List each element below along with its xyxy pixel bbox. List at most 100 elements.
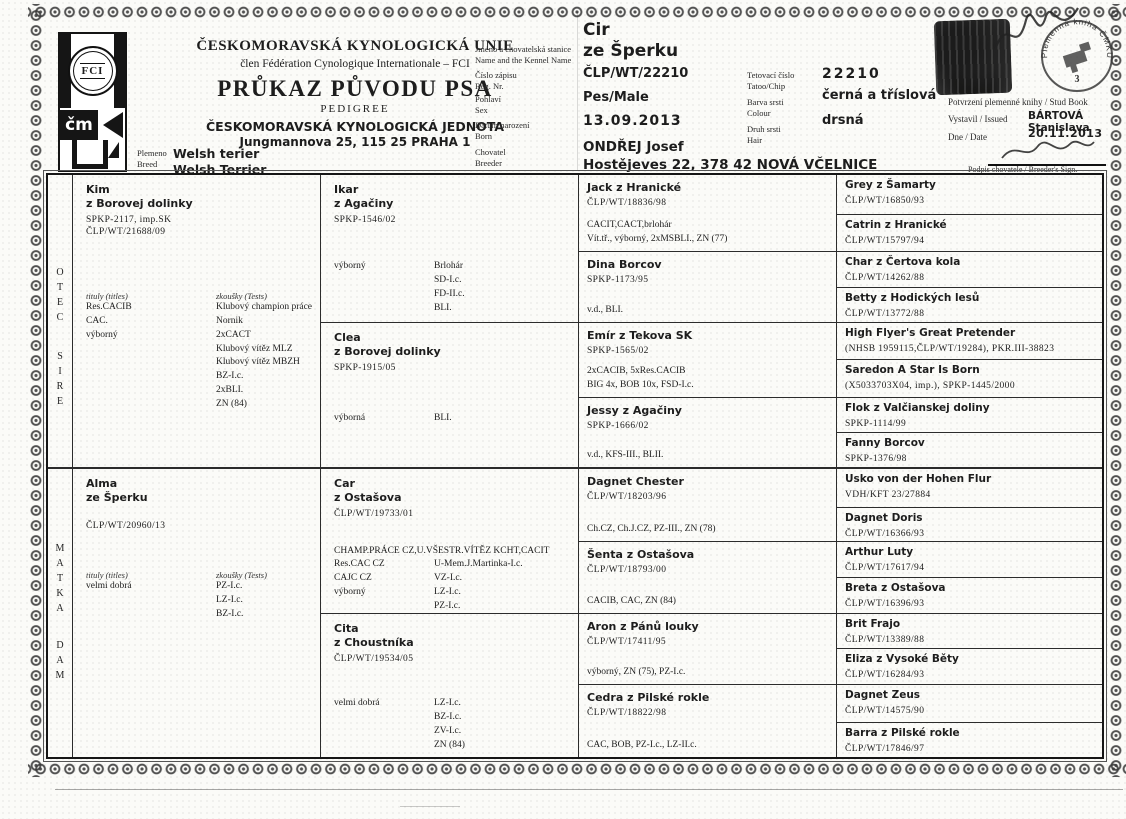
cm-triangle-icon bbox=[103, 112, 123, 138]
pedigree-cell-gg6: Šenta z Ostašova ČLP/WT/18793/00 CACIB, … bbox=[578, 541, 836, 613]
pedigree-cell-ggg15: Dagnet Zeus ČLP/WT/14575/90 bbox=[836, 684, 1102, 722]
pedigree-cell-ggg3: Char z Čertova kola ČLP/WT/14262/88 bbox=[836, 251, 1102, 287]
dog-tests: v.d., KFS-III., BLII. bbox=[587, 450, 664, 461]
dog-reg: ČLP/WT/16366/93 bbox=[845, 528, 925, 539]
titles-tests-row: tituly (titles) Res.CACIB CAC. výborný z… bbox=[86, 291, 316, 411]
dog-tests: CACIT,CACT,brlohár Vít.tř., výborný, 2xM… bbox=[587, 220, 728, 245]
issue-date-label: Dne / Date bbox=[948, 132, 987, 142]
dog-name: Emír z Tekova SK bbox=[587, 329, 693, 342]
dog-tests: Klubový champion práce Nornik 2xCACT Klu… bbox=[216, 302, 313, 409]
dog-extra-titles: CHAMP.PRÁCE CZ,U.VŠESTR.VÍTĚZ KCHT,CACIT bbox=[334, 546, 550, 557]
dog-name: Barra z Pilské rokle bbox=[845, 727, 960, 739]
titles-label: tituly (titles) bbox=[86, 291, 128, 302]
scan-artifact-line bbox=[55, 789, 1123, 790]
reg-number-label: Číslo zápisu Reg. Nr. bbox=[475, 70, 517, 92]
union-name: ČESKOMORAVSKÁ KYNOLOGICKÁ UNIE bbox=[196, 38, 514, 54]
pedigree-cell-gg7: Aron z Pánů louky ČLP/WT/17411/95 výborn… bbox=[578, 613, 836, 684]
association-name: ČESKOMORAVSKÁ KYNOLOGICKÁ JEDNOTA bbox=[205, 119, 505, 134]
pedigree-cell-gg3: Emír z Tekova SK SPKP-1565/02 2xCACIB, 5… bbox=[578, 322, 836, 397]
scan-crease-line bbox=[577, 12, 578, 170]
pedigree-cell-ggg5: High Flyer's Great Pretender (NHSB 19591… bbox=[836, 322, 1102, 359]
decorative-border-top bbox=[28, 4, 1126, 20]
dog-name: Saredon A Star Is Born bbox=[845, 364, 980, 376]
pedigree-cell-ggg8: Fanny Borcov SPKP-1376/98 bbox=[836, 432, 1102, 467]
pedigree-cell-ggg9: Usko von der Hohen Flur VDH/KFT 23/27884 bbox=[836, 467, 1102, 507]
dog-titles: výborný bbox=[334, 261, 366, 272]
breeder-value: ONDŘEJ Josef Hostějeves 22, 378 42 NOVÁ … bbox=[583, 139, 878, 173]
colour-label: Barva srsti Colour bbox=[747, 97, 784, 119]
tests-column: zkoušky (Tests) PZ-I.c. LZ-I.c. BZ-I.c. bbox=[216, 570, 267, 621]
dog-name: Flok z Valčianskej doliny bbox=[845, 402, 990, 414]
dog-name: Alma ze Šperku bbox=[86, 477, 148, 505]
pedigree-cell-ggg2: Catrin z Hranické ČLP/WT/15797/94 bbox=[836, 214, 1102, 251]
breeder-sign-label: Podpis chovatele / Breeder's Sign. bbox=[968, 165, 1078, 174]
dog-reg: ČLP/WT/19534/05 bbox=[334, 653, 414, 664]
pedigree-table: OTEC SIRE MATKA DAM Kim z Borovej dolink… bbox=[43, 170, 1107, 762]
dog-reg: (NHSB 1959115,ČLP/WT/19284), PKR.III-388… bbox=[845, 343, 1055, 354]
dam-strip: MATKA DAM bbox=[48, 467, 72, 757]
titles-tests-row: výborný Brlohár SD-I.c. FD-II.c. BLI. bbox=[334, 260, 574, 315]
dog-reg: ČLP/WT/19733/01 bbox=[334, 508, 414, 519]
dog-reg: SPKP-1114/99 bbox=[845, 418, 907, 429]
dog-reg: ČLP/WT/18836/98 bbox=[587, 198, 667, 209]
dog-reg: ČLP/WT/18203/96 bbox=[587, 492, 667, 503]
document-subtitle: PEDIGREE bbox=[320, 103, 390, 115]
dog-name: Fanny Borcov bbox=[845, 437, 925, 449]
dam-label-cz: MATKA bbox=[54, 543, 66, 618]
dog-tests: BLI. bbox=[434, 413, 452, 424]
sex-label: Pohlaví Sex bbox=[475, 94, 501, 116]
dog-reg: VDH/KFT 23/27884 bbox=[845, 489, 931, 500]
dog-reg: (X5033703X04, imp.), SPKP-1445/2000 bbox=[845, 380, 1015, 391]
pedigree-cell-ggg16: Barra z Pilské rokle ČLP/WT/17846/97 bbox=[836, 722, 1102, 757]
pedigree-cell-ggg7: Flok z Valčianskej doliny SPKP-1114/99 bbox=[836, 397, 1102, 432]
logo-bar-right bbox=[114, 34, 125, 108]
dog-reg: SPKP-1565/02 bbox=[587, 346, 649, 357]
dog-reg: ČLP/WT/16284/93 bbox=[845, 669, 925, 680]
dog-name: Breta z Ostašova bbox=[845, 582, 946, 594]
dog-reg: SPKP-1546/02 bbox=[334, 214, 396, 225]
pedigree-cell-ggg13: Brit Frajo ČLP/WT/13389/88 bbox=[836, 613, 1102, 648]
cmku-fci-logo: FCI čm bbox=[58, 32, 127, 172]
stamp-number: 3 bbox=[1075, 74, 1080, 85]
hair-value: drsná bbox=[822, 113, 864, 128]
dog-name: Clea z Borovej dolinky bbox=[334, 331, 441, 359]
dog-name: Dagnet Doris bbox=[845, 512, 923, 524]
dog-name: Usko von der Hohen Flur bbox=[845, 473, 992, 485]
pedigree-cell-ggg12: Breta z Ostašova ČLP/WT/16396/93 bbox=[836, 577, 1102, 613]
u-monogram bbox=[72, 140, 108, 169]
breeder-label: Chovatel Breeder bbox=[475, 147, 506, 169]
hair-label: Druh srsti Hair bbox=[747, 124, 781, 146]
dam-label-en: DAM bbox=[54, 640, 66, 685]
dog-titles: velmi dobrá bbox=[334, 698, 380, 709]
u-triangle-icon bbox=[108, 142, 119, 158]
breed-value: Welsh terier Welsh Terrier bbox=[173, 146, 267, 177]
issue-date-value: 20.11.2013 bbox=[1028, 127, 1103, 140]
tattoo-label: Tetovací číslo Tatoo/Chip bbox=[747, 70, 795, 92]
pedigree-cell-granddam-m: Cita z Choustníka ČLP/WT/19534/05 velmi … bbox=[320, 613, 578, 757]
pedigree-cell-gg1: Jack z Hranické ČLP/WT/18836/98 CACIT,CA… bbox=[578, 175, 836, 251]
decorative-border-bottom bbox=[28, 761, 1126, 777]
born-value: 13.09.2013 bbox=[583, 113, 682, 129]
pedigree-cell-gg8: Cedra z Pilské rokle ČLP/WT/18822/98 CAC… bbox=[578, 684, 836, 757]
pedigree-cell-gg2: Dina Borcov SPKP-1173/95 v.d., BLI. bbox=[578, 251, 836, 322]
dog-reg: SPKP-2117, imp.SK ČLP/WT/21688/09 bbox=[86, 214, 172, 238]
issued-by-value: BÁRTOVÁ Stanislava bbox=[1028, 110, 1090, 134]
stamp-emblem-icon bbox=[1062, 41, 1091, 74]
dog-name: Char z Čertova kola bbox=[845, 256, 961, 268]
dog-name: Dina Borcov bbox=[587, 258, 662, 271]
tattoo-value: 22210 bbox=[822, 66, 881, 82]
dog-reg: SPKP-1376/98 bbox=[845, 453, 907, 464]
dog-tests: LZ-I.c. BZ-I.c. ZV-I.c. ZN (84) bbox=[434, 698, 465, 750]
titles-tests-row: velmi dobrá LZ-I.c. BZ-I.c. ZV-I.c. ZN (… bbox=[334, 697, 574, 752]
dog-reg: SPKP-1666/02 bbox=[587, 421, 649, 432]
dog-name: Jack z Hranické bbox=[587, 181, 682, 194]
dog-tests: v.d., BLI. bbox=[587, 305, 624, 316]
pedigree-cell-ggg1: Grey z Šamarty ČLP/WT/16850/93 bbox=[836, 175, 1102, 214]
titles-tests-row: Res.CAC CZ CAJC CZ výborný U-Mem.J.Marti… bbox=[334, 558, 574, 613]
dog-name: Eliza z Vysoké Běty bbox=[845, 653, 959, 665]
dog-name: Car z Ostašova bbox=[334, 477, 402, 505]
sire-label-cz: OTEC bbox=[54, 267, 66, 327]
sire-strip: OTEC SIRE bbox=[48, 175, 72, 467]
dog-titles: výborná bbox=[334, 413, 366, 424]
logo-bar-left bbox=[60, 34, 71, 108]
